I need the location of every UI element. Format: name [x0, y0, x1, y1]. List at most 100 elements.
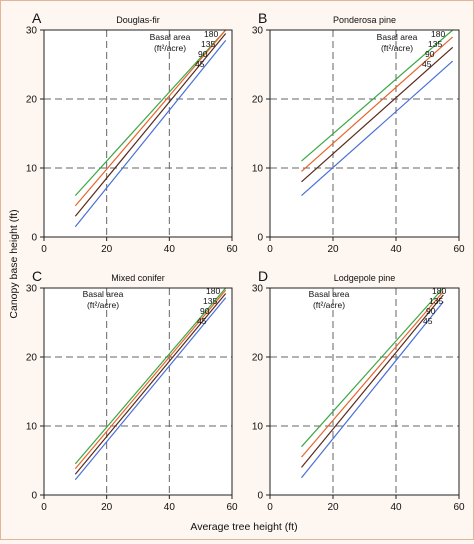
- legend-entry-135: 135: [203, 296, 217, 306]
- series-line-135: [301, 291, 444, 458]
- y-tick-label: 20: [252, 353, 264, 364]
- x-tick-label: 40: [164, 502, 176, 513]
- legend-entry-180: 180: [206, 286, 220, 296]
- x-tick-label: 60: [453, 244, 465, 255]
- series-group: [74, 30, 227, 228]
- panel-letter: D: [258, 268, 268, 284]
- plot-area: [44, 288, 232, 495]
- plot-frame: [269, 29, 460, 238]
- panel-title: Douglas-fir: [116, 15, 160, 25]
- panel-title: Lodgepole pine: [334, 273, 396, 283]
- series-line-135: [74, 30, 227, 207]
- series-line-180: [74, 288, 227, 465]
- panel-letter: B: [258, 10, 267, 26]
- x-tick-label: 20: [327, 244, 339, 255]
- series-group: [301, 288, 444, 479]
- y-tick-label: 20: [26, 95, 38, 106]
- y-tick-label: 0: [257, 233, 263, 244]
- x-tick-label: 60: [226, 244, 238, 255]
- legend-entry-135: 135: [428, 39, 442, 49]
- y-tick-label: 30: [26, 26, 38, 37]
- legend-entry-180: 180: [432, 286, 446, 296]
- series-line-90: [74, 293, 227, 475]
- x-tick-label: 0: [267, 502, 273, 513]
- legend-entry-135: 135: [201, 39, 215, 49]
- y-tick-label: 30: [252, 26, 264, 37]
- y-tick-label: 20: [26, 353, 38, 364]
- series-line-180: [301, 30, 454, 162]
- x-tick-label: 60: [453, 502, 465, 513]
- legend-unit: (ft²/acre): [154, 43, 186, 53]
- y-tick-label: 10: [252, 164, 264, 175]
- y-tick-label: 0: [257, 491, 263, 502]
- panel-a: 0 20 40 60 0 10 20 30A Douglas-fir Basal area(ft²…: [26, 10, 238, 255]
- series-group: [301, 30, 454, 197]
- legend-entry-90: 90: [198, 49, 208, 59]
- legend-entry-45: 45: [422, 59, 432, 69]
- panel-letter: C: [32, 268, 42, 284]
- y-tick-label: 10: [252, 422, 264, 433]
- x-tick-label: 0: [41, 502, 47, 513]
- panel-title: Ponderosa pine: [333, 15, 396, 25]
- legend-title: Basal area: [309, 289, 350, 299]
- legend-entry-180: 180: [204, 29, 218, 39]
- legend-entry-180: 180: [431, 29, 445, 39]
- panel-c: 0 20 40 60 0 10 20 30C Mixed conifer Basal area(f…: [26, 268, 238, 513]
- y-tick-label: 0: [31, 491, 37, 502]
- legend-entry-90: 90: [200, 306, 210, 316]
- y-axis-label: Canopy base height (ft): [8, 209, 20, 318]
- legend-title: Basal area: [377, 32, 418, 42]
- x-tick-label: 0: [41, 244, 47, 255]
- y-tick-label: 30: [252, 284, 264, 295]
- y-tick-label: 20: [252, 95, 264, 106]
- x-tick-label: 40: [390, 244, 402, 255]
- plot-frame: [43, 29, 233, 238]
- panel-letter: A: [32, 10, 42, 26]
- legend-unit: (ft²/acre): [313, 300, 345, 310]
- series-line-90: [74, 33, 227, 217]
- series-line-180: [74, 30, 227, 197]
- x-tick-label: 40: [390, 502, 402, 513]
- legend-entry-45: 45: [195, 59, 205, 69]
- series-line-45: [74, 297, 227, 481]
- panel-b: 0 20 40 60 0 10 20 30B Ponderosa pine Basal area(…: [252, 10, 465, 255]
- y-tick-label: 10: [26, 422, 38, 433]
- plot-area: [270, 30, 459, 237]
- series-line-45: [301, 301, 444, 479]
- panel-d: 0 20 40 60 0 10 20 30D Lodgepole pine Basal area(…: [252, 268, 465, 513]
- x-tick-label: 20: [101, 244, 113, 255]
- legend-entry-45: 45: [423, 316, 433, 326]
- x-tick-label: 0: [267, 244, 273, 255]
- plot-frame: [269, 287, 460, 496]
- series-line-135: [301, 36, 454, 172]
- series-line-45: [301, 60, 454, 197]
- legend-title: Basal area: [150, 32, 191, 42]
- panel-title: Mixed conifer: [111, 273, 165, 283]
- legend-unit: (ft²/acre): [381, 43, 413, 53]
- x-axis-label: Average tree height (ft): [190, 521, 297, 533]
- series-line-135: [74, 289, 227, 470]
- legend-entry-45: 45: [197, 316, 207, 326]
- y-tick-label: 10: [26, 164, 38, 175]
- series-line-180: [301, 288, 444, 448]
- plot-frame: [43, 287, 233, 496]
- legend-entry-90: 90: [426, 306, 436, 316]
- legend-unit: (ft²/acre): [87, 300, 119, 310]
- y-tick-label: 30: [26, 284, 38, 295]
- legend-title: Basal area: [83, 289, 124, 299]
- x-tick-label: 20: [101, 502, 113, 513]
- x-tick-label: 40: [164, 244, 176, 255]
- series-line-90: [301, 294, 444, 468]
- series-line-90: [301, 46, 454, 183]
- series-line-45: [74, 40, 227, 228]
- y-tick-label: 0: [31, 233, 37, 244]
- legend-entry-135: 135: [429, 296, 443, 306]
- x-tick-label: 60: [226, 502, 238, 513]
- x-tick-label: 20: [327, 502, 339, 513]
